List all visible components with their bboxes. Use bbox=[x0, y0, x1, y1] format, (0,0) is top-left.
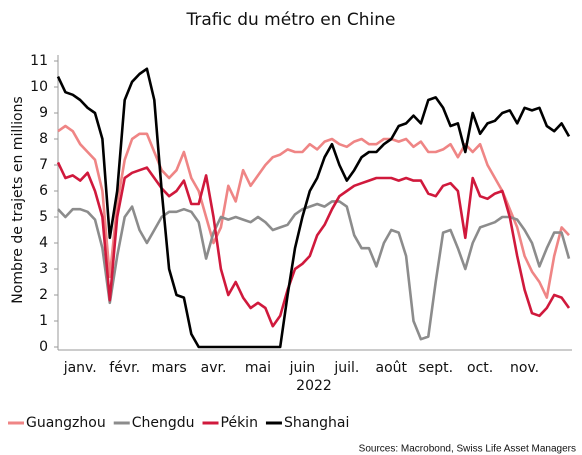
x-tick-label: mars bbox=[151, 360, 186, 376]
legend-label: Chengdu bbox=[132, 415, 195, 431]
x-axis-label: 2022 bbox=[296, 378, 332, 394]
source-note: Sources: Macrobond, Swiss Life Asset Man… bbox=[359, 444, 576, 455]
y-tick-label: 9 bbox=[39, 105, 48, 121]
y-tick-label: 4 bbox=[39, 235, 48, 251]
x-tick-label: avr. bbox=[201, 360, 227, 376]
series-line bbox=[57, 200, 571, 341]
chart-title: Trafic du métro en Chine bbox=[185, 10, 395, 30]
y-tick-label: 7 bbox=[39, 157, 48, 173]
y-tick-label: 8 bbox=[39, 131, 48, 147]
y-tick-label: 6 bbox=[39, 183, 48, 199]
legend-label: Guangzhou bbox=[26, 415, 106, 431]
y-tick-label: 10 bbox=[30, 79, 48, 95]
series-line bbox=[56, 67, 571, 349]
x-tick-label: juil. bbox=[333, 360, 359, 376]
y-tick-label: 11 bbox=[30, 53, 48, 69]
legend-label: Pékin bbox=[221, 415, 258, 431]
legend-label: Shanghai bbox=[284, 415, 349, 431]
x-tick-label: mai bbox=[245, 360, 271, 376]
series-line bbox=[56, 161, 571, 328]
x-tick-label: janv. bbox=[63, 360, 97, 376]
y-tick-label: 0 bbox=[39, 339, 48, 355]
y-tick-label: 3 bbox=[39, 261, 48, 277]
y-axis-label: Nombre de trajets en millions bbox=[10, 96, 26, 303]
y-tick-label: 5 bbox=[39, 209, 48, 225]
y-tick-label: 1 bbox=[39, 313, 48, 329]
x-tick-label: août bbox=[376, 360, 408, 376]
x-tick-label: févr. bbox=[109, 360, 140, 376]
x-tick-label: oct. bbox=[467, 360, 493, 376]
x-tick-label: sept. bbox=[418, 360, 453, 376]
y-tick-label: 2 bbox=[39, 287, 48, 303]
x-tick-label: juin bbox=[289, 360, 316, 376]
series-line bbox=[57, 124, 570, 299]
x-tick-label: nov. bbox=[510, 360, 539, 376]
